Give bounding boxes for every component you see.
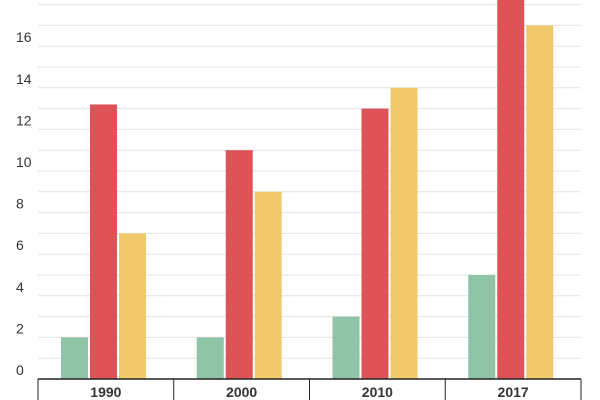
y-tick-label: 0 <box>16 362 24 378</box>
y-tick-label: 8 <box>16 196 24 212</box>
bar-2000-series-1 <box>196 337 224 379</box>
bar-1990-series-3 <box>119 233 146 379</box>
bar-2010-series-3 <box>390 87 418 380</box>
x-axis: 1990 2000 2010 2017 <box>37 378 582 400</box>
x-tick-label: 2010 <box>362 384 393 400</box>
y-tick-label: 10 <box>16 154 32 170</box>
bar-2000-series-3 <box>254 191 282 379</box>
x-tick-label: 2017 <box>498 384 529 400</box>
bar-2010-series-2 <box>361 108 389 379</box>
y-tick-label: 14 <box>16 71 32 87</box>
bar-2000-series-2 <box>225 150 253 379</box>
y-tick-label: 2 <box>16 320 24 336</box>
bar-1990-series-1 <box>61 337 88 379</box>
y-tick-label: 4 <box>16 279 24 295</box>
y-tick-label: 12 <box>16 112 32 128</box>
bar-group <box>61 0 554 380</box>
bar-2017-series-3 <box>526 25 554 380</box>
y-axis: 0 2 4 6 8 10 12 14 16 <box>16 29 32 378</box>
y-tick-label: 6 <box>16 237 24 253</box>
x-tick-label: 1990 <box>90 384 121 400</box>
bar-2017-series-2 <box>497 0 525 380</box>
bar-2017-series-1 <box>468 275 496 379</box>
y-tick-label: 16 <box>16 29 32 45</box>
bar-2010-series-1 <box>332 316 360 379</box>
bar-1990-series-2 <box>90 104 117 379</box>
x-tick-label: 2000 <box>226 384 257 400</box>
